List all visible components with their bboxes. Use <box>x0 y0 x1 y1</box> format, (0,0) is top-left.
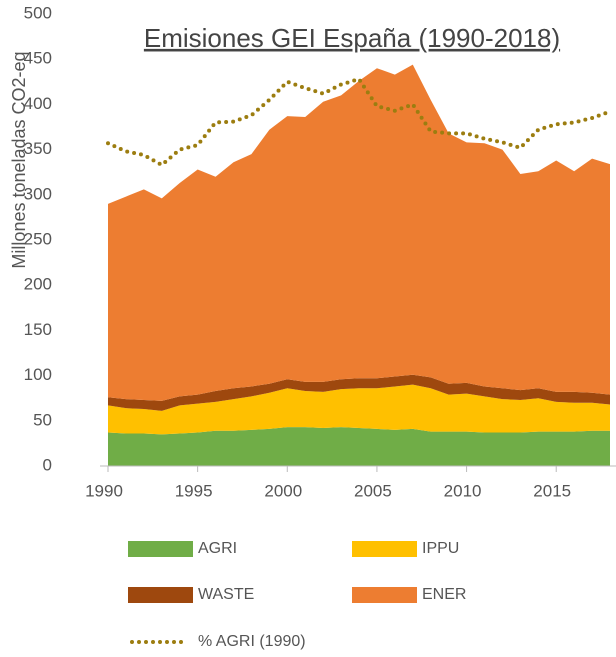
legend-label: ENER <box>422 586 466 603</box>
y-tick-label: 500 <box>24 3 52 22</box>
x-tick-label: 1990 <box>85 481 123 500</box>
legend-swatch <box>128 587 193 603</box>
legend-label: WASTE <box>198 586 254 603</box>
legend-swatch <box>352 587 417 603</box>
y-tick-label: 150 <box>24 320 52 339</box>
y-tick-label: 200 <box>24 275 52 294</box>
y-tick-label: 450 <box>24 49 52 68</box>
legend-swatch <box>128 541 193 557</box>
legend-label: % AGRI (1990) <box>198 633 306 650</box>
y-tick-label: 400 <box>24 94 52 113</box>
area <box>108 427 610 466</box>
x-tick-label: 2005 <box>354 481 392 500</box>
y-tick-label: 300 <box>24 184 52 203</box>
y-tick-label: 100 <box>24 365 52 384</box>
x-tick-label: 2000 <box>264 481 302 500</box>
x-tick-label: 1995 <box>175 481 213 500</box>
x-tick-label: 2015 <box>533 481 571 500</box>
legend-label: AGRI <box>198 540 237 557</box>
y-tick-label: 250 <box>24 229 52 248</box>
legend-label: IPPU <box>422 540 459 557</box>
area <box>108 374 610 411</box>
y-tick-label: 350 <box>24 139 52 158</box>
legend-swatch <box>352 541 417 557</box>
area <box>108 384 610 435</box>
x-tick-label: 2010 <box>444 481 482 500</box>
dotted-line <box>106 76 612 168</box>
area <box>108 64 610 401</box>
chart-title: Emisiones GEI España (1990-2018) <box>144 23 560 53</box>
y-tick-label: 0 <box>43 455 52 474</box>
y-tick-label: 50 <box>33 410 52 429</box>
y-axis-label: Millones toneladas CO2-eq <box>9 51 29 268</box>
